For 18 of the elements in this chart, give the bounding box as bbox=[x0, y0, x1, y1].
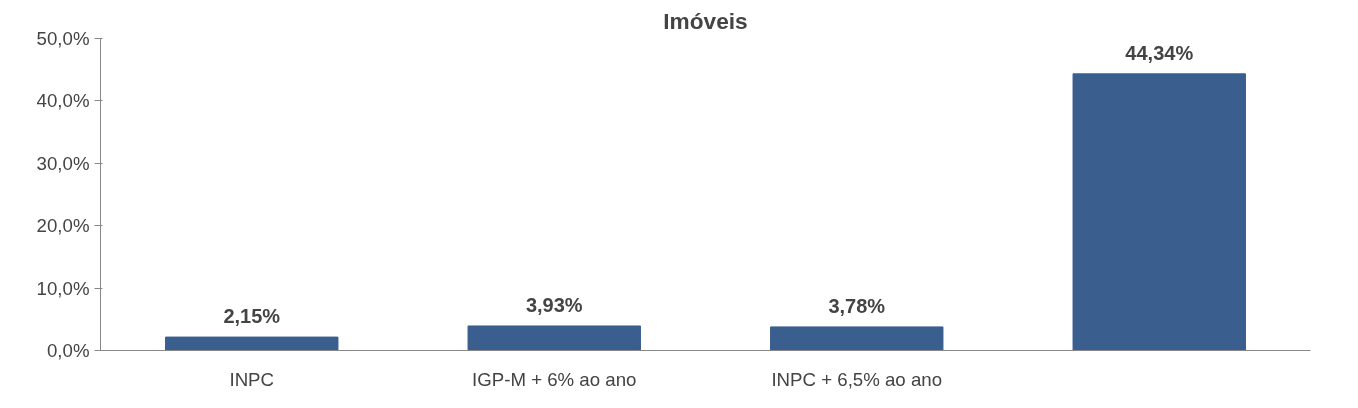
bar bbox=[1072, 73, 1246, 351]
bar bbox=[165, 336, 339, 351]
bar bbox=[770, 326, 944, 351]
data-label: 3,93% bbox=[525, 293, 583, 316]
x-tick-label: IGP-M + 6% ao ano bbox=[472, 368, 637, 390]
y-tick-label: 0,0% bbox=[46, 340, 90, 361]
x-tick-label: INPC + 6,5% ao ano bbox=[771, 368, 943, 390]
y-tick-label: 50,0% bbox=[36, 28, 90, 49]
y-tick-label: 10,0% bbox=[36, 277, 90, 299]
data-label: 44,34% bbox=[1125, 41, 1194, 64]
data-label: 2,15% bbox=[223, 305, 281, 328]
chart-title: Imóveis bbox=[663, 7, 748, 34]
data-label: 3,78% bbox=[828, 294, 886, 317]
y-tick-label: 30,0% bbox=[36, 152, 90, 174]
x-tick-label: INPC bbox=[229, 368, 275, 390]
bar bbox=[467, 325, 641, 351]
y-tick-label: 40,0% bbox=[36, 90, 90, 112]
y-tick-label: 20,0% bbox=[36, 215, 90, 237]
